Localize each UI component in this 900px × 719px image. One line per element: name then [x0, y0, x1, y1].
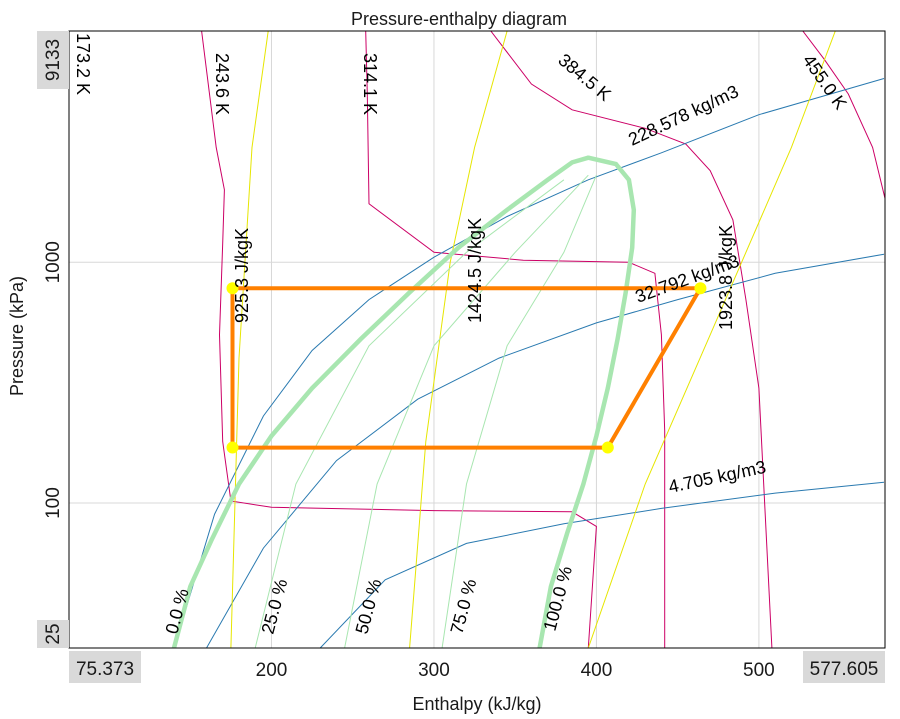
y-min-range-label: 25: [43, 623, 64, 644]
x-tick-label-2: 400: [581, 660, 613, 681]
y-tick-label-0: 100: [43, 487, 64, 519]
isotherm-label-1: 173.2 K: [73, 33, 93, 95]
isotherm-line-3: [365, 31, 666, 648]
x-tick-label-1: 300: [418, 660, 450, 681]
quality-line-14: [441, 175, 597, 648]
plot-frame: [68, 30, 886, 649]
series-layer: [171, 31, 885, 648]
tick-labels: 200 300 400 500 100 1000: [43, 241, 775, 681]
cycle-state-point-4: [226, 282, 239, 295]
isotherm-line-2: [201, 31, 597, 648]
isentrope-line-9: [230, 31, 269, 648]
y-max-range-label: 9133: [43, 39, 64, 81]
cycle-state-point-3: [694, 282, 707, 295]
x-tick-label-0: 200: [256, 660, 288, 681]
grid-lines: [69, 31, 885, 648]
quality-line-13: [344, 174, 589, 648]
isentrope-line-10: [409, 31, 508, 648]
isochore-line-8: [319, 481, 885, 648]
cycle-state-point-1: [226, 441, 239, 454]
cycle-state-point-2: [601, 441, 614, 454]
chart-title: Pressure-enthalpy diagram: [351, 9, 567, 29]
isotherm-line-4: [490, 31, 773, 648]
saturated-vapor-curve: [537, 155, 637, 648]
x-max-range-label: 577.605: [810, 659, 879, 680]
isentrope-label-11: 1923.8 J/kgK: [716, 225, 736, 330]
y-tick-label-1: 1000: [43, 241, 64, 283]
quality-line-12: [254, 179, 565, 648]
x-min-range-label: 75.373: [76, 659, 134, 680]
x-max-range-box: 577.605: [803, 651, 885, 683]
isentrope-label-10: 1424.5 J/kgK: [465, 218, 485, 323]
isentrope-line-11: [587, 31, 836, 648]
isotherm-label-3: 314.1 K: [360, 53, 380, 115]
x-min-range-box: 75.373: [69, 651, 141, 683]
isotherm-label-2: 243.6 K: [212, 53, 232, 115]
y-max-range-box: 9133: [37, 31, 69, 89]
isotherm-line-5: [802, 31, 885, 201]
x-tick-label-3: 500: [743, 660, 775, 681]
isentrope-label-9: 925.3 J/kgK: [232, 228, 252, 323]
y-min-range-box: 25: [37, 620, 69, 648]
saturated-liquid-curve: [171, 155, 591, 648]
y-axis-label: Pressure (kPa): [7, 276, 27, 396]
x-axis-label: Enthalpy (kJ/kg): [412, 694, 541, 714]
isochore-line-7: [206, 253, 885, 648]
